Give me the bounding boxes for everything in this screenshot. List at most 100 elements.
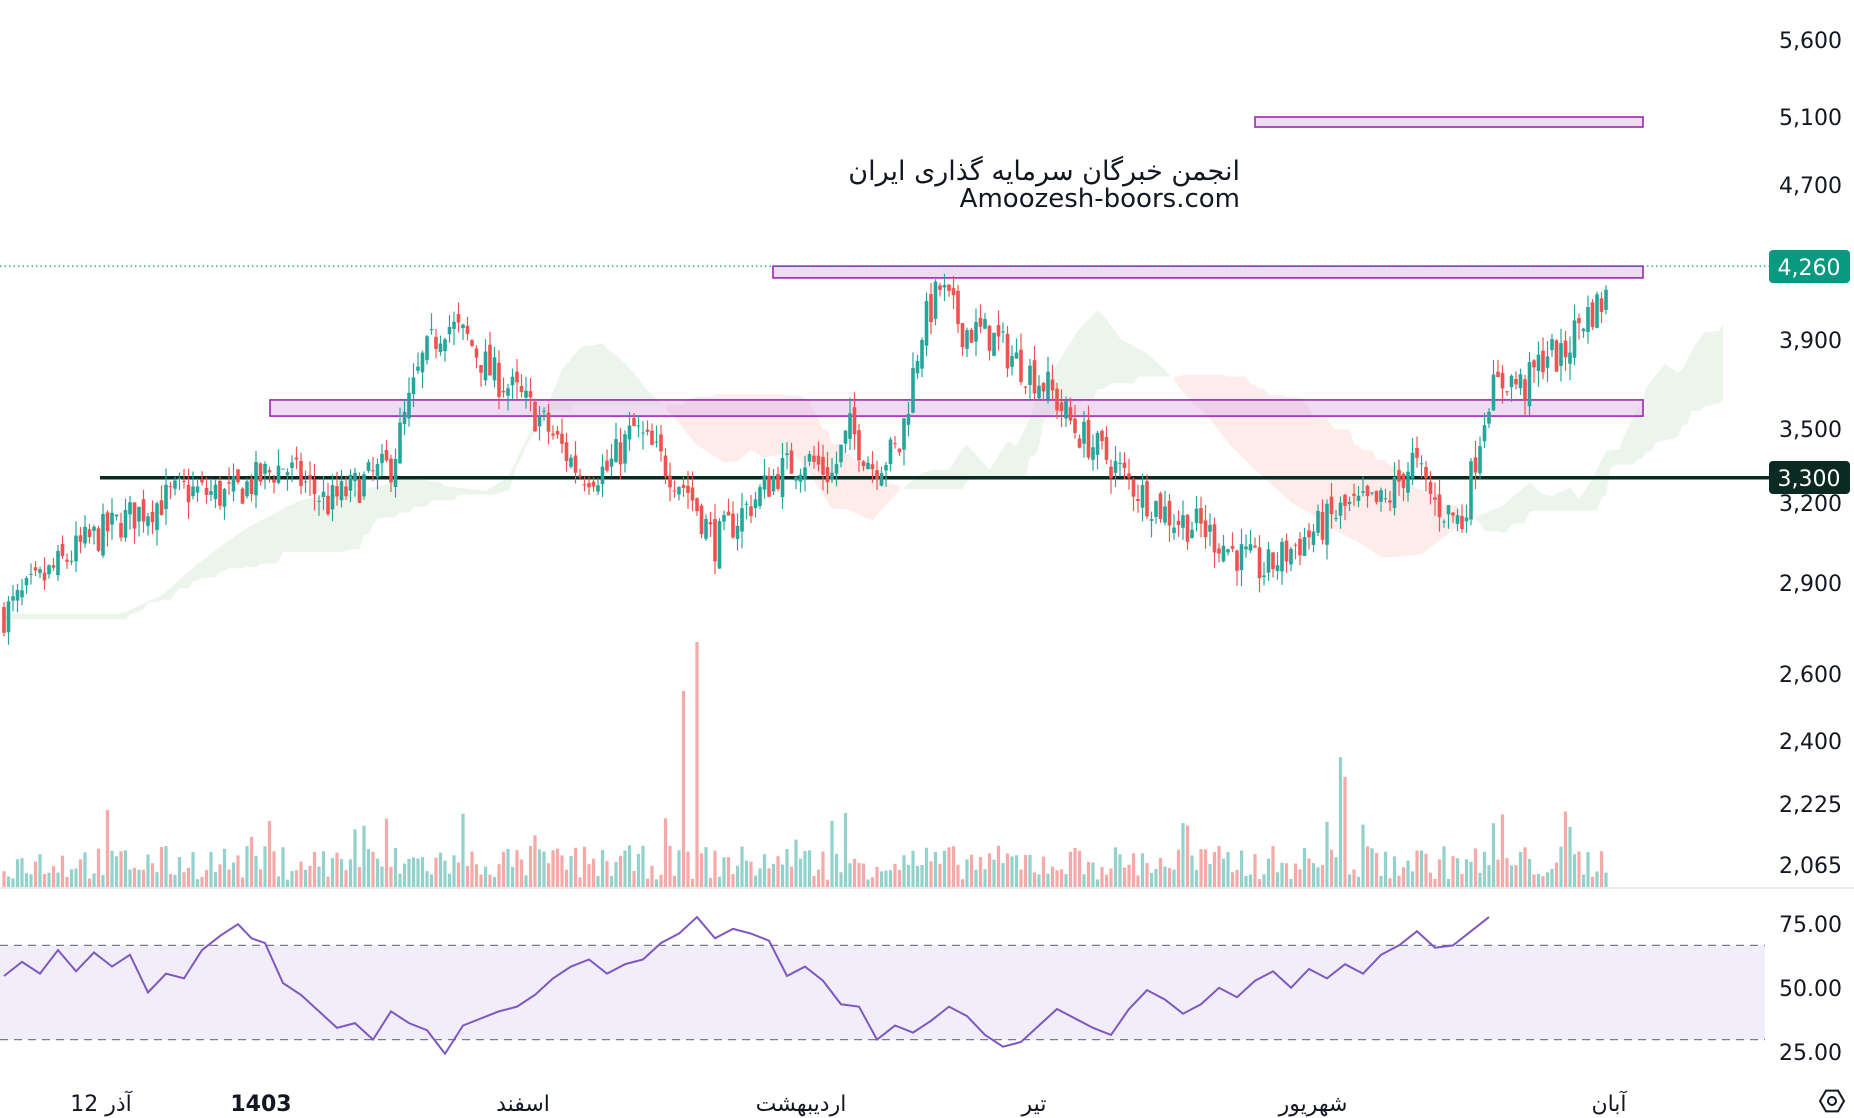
volume-bar [429,874,434,887]
volume-bar [1167,868,1172,887]
volume-bar [1217,845,1221,887]
support-level [0,265,1769,480]
candle-body [1122,462,1127,468]
candle-body [240,488,245,504]
candle-body [191,486,195,497]
candle-body [1140,484,1145,508]
volume-bar [29,874,33,887]
candle-body [699,505,704,535]
candle-body [578,475,582,477]
candle-body [1370,492,1374,494]
candle-body [591,481,596,487]
volume-bar [1257,879,1262,887]
volume-bar [1532,874,1536,887]
volume-bar [1158,858,1163,887]
candle-body [146,516,150,527]
chart-settings-icon[interactable] [1818,1089,1846,1113]
volume-bar [708,877,713,887]
volume-bar [1091,862,1095,887]
volume-bar [1163,866,1167,887]
candle-body [672,490,677,492]
volume-bar [731,874,735,887]
candle-body [1469,461,1473,520]
candle-body [677,487,681,495]
volume-bar [623,850,627,887]
volume-bar [888,870,893,887]
volume-bar [632,870,636,887]
time-axis: 12 آذر 1403 اسفند اردیبهشت تیر شهریور آب… [70,1090,1627,1117]
volume-bar [105,809,110,887]
volume-bar [177,857,182,887]
volume-bar [569,855,573,887]
candle-body [1424,466,1428,479]
candle-body [1163,506,1167,523]
volume-bar [1437,859,1442,887]
candle-body [56,550,60,576]
candle-body [767,475,771,497]
volume-bar [875,866,879,887]
candle-body [393,458,398,488]
price-label: 5,600 [1779,29,1842,54]
candle-body [398,422,402,464]
candle-body [1532,360,1536,368]
candle-body [182,480,186,482]
candle-body [1217,548,1221,554]
candle-body [276,465,281,483]
volume-bar [524,875,528,887]
volume-bar [1050,866,1055,887]
candle-body [942,285,947,288]
candle-body [1334,518,1338,520]
volume-bar [807,850,812,887]
candle-body [510,376,515,386]
candle-body [29,573,33,575]
volume-bar [1028,854,1032,887]
level-badge-text: 3,300 [1778,467,1841,492]
candle-body [551,433,555,436]
volume-bar [1253,854,1257,887]
candle-body [753,499,758,509]
volume-bar [1262,874,1266,887]
candle-body [893,443,897,445]
candle-body [857,430,861,461]
candle-body [1559,343,1563,366]
volume-bar [596,875,600,887]
candle-body [1167,500,1172,526]
candle-body [519,385,524,393]
volume-bar [1275,872,1280,887]
volume-bar [816,869,821,887]
volume-bar [659,874,663,887]
volume-bar [978,857,983,887]
time-label: 1403 [230,1092,291,1117]
volume-bar [240,877,245,887]
candle-body [1257,547,1262,578]
volume-bar [119,851,123,887]
candle-body [542,410,546,412]
volume-bar [1307,858,1311,887]
volume-bar [510,866,515,887]
candle-body [245,481,249,497]
candle-body [1154,500,1158,517]
candle-body [1041,383,1046,392]
candle-body [686,485,690,493]
candle-body [141,499,146,522]
candle-body [465,325,470,334]
volume-bar [1568,826,1572,887]
candle-body [740,508,744,532]
volume-bar [357,867,362,887]
volume-bar [384,818,389,887]
volume-bar [380,866,384,887]
volume-bar [254,855,258,887]
volume-bar [335,852,339,887]
candle-body [321,491,326,497]
volume-bar [443,860,447,887]
volume-bar [123,850,128,887]
volume-bar [447,873,452,887]
candle-body [992,332,996,356]
volume-bar [227,869,231,887]
volume-bar [1221,858,1226,887]
volume-bar [47,872,51,887]
candle-body [1509,375,1514,387]
volume-bar [398,873,402,887]
volume-bar [717,876,722,887]
candle-body [371,470,375,472]
